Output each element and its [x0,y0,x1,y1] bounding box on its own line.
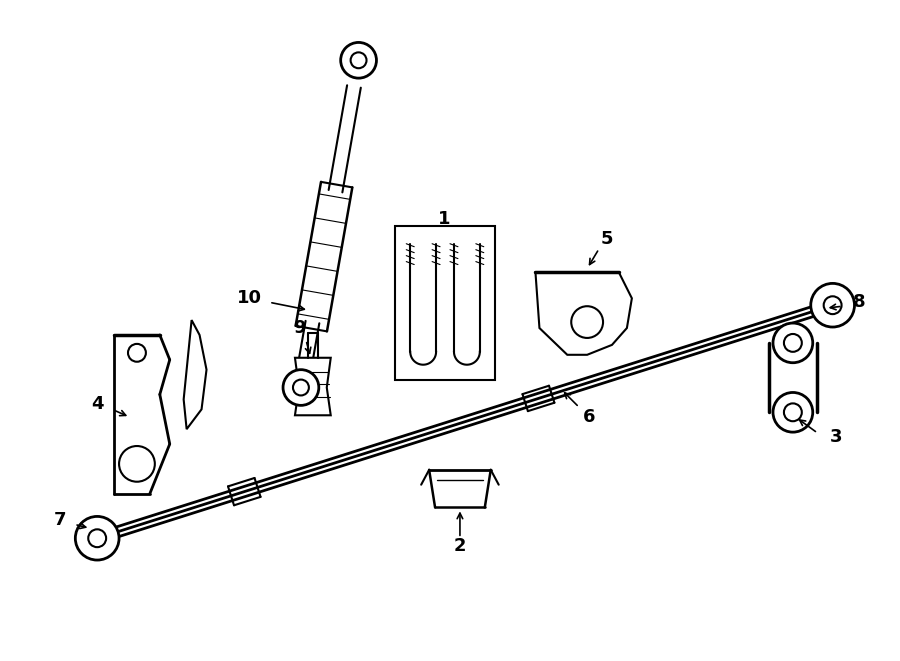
FancyBboxPatch shape [395,226,495,379]
Text: 10: 10 [237,290,262,307]
Text: 6: 6 [583,408,596,426]
Circle shape [784,403,802,421]
Circle shape [283,369,319,405]
Text: 5: 5 [601,230,613,248]
Circle shape [293,379,309,395]
Text: 1: 1 [437,210,450,228]
Text: 3: 3 [830,428,842,446]
Circle shape [784,334,802,352]
Polygon shape [536,272,632,355]
Text: 2: 2 [454,537,466,555]
Text: 9: 9 [292,319,305,337]
Circle shape [351,52,366,68]
Text: 4: 4 [91,395,104,413]
Circle shape [341,42,376,78]
Circle shape [824,296,842,314]
Text: 7: 7 [54,512,67,529]
Circle shape [76,516,119,560]
Polygon shape [295,358,330,415]
Circle shape [811,284,854,327]
Circle shape [773,323,813,363]
Circle shape [119,446,155,482]
Text: 8: 8 [853,293,866,311]
Circle shape [128,344,146,362]
Circle shape [88,529,106,547]
Polygon shape [184,320,206,429]
Circle shape [572,306,603,338]
Circle shape [773,393,813,432]
